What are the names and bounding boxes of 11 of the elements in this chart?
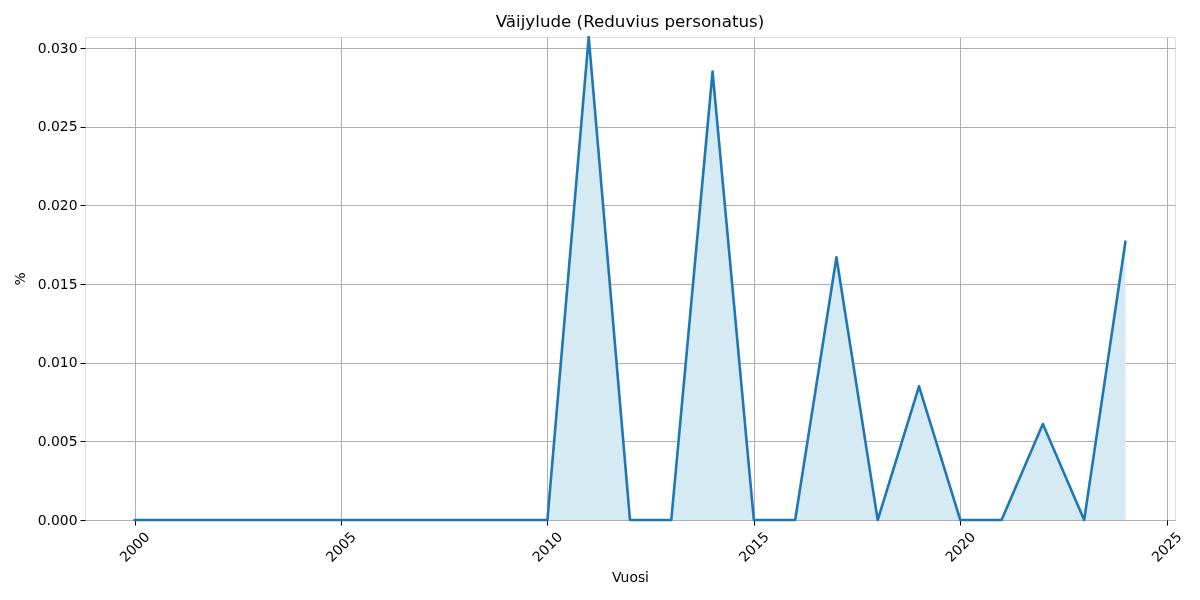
x-axis-title: Vuosi (612, 568, 649, 585)
y-tick-label: 0.020 (37, 196, 78, 213)
line-series (133, 35, 1127, 522)
y-tick-label: 0.030 (37, 39, 78, 56)
y-tick-label: 0.000 (37, 511, 78, 528)
y-tick-label: 0.025 (37, 118, 78, 135)
y-tick-label: 0.005 (37, 432, 78, 449)
chart-title: Väijylude (Reduvius personatus) (495, 11, 765, 31)
y-axis-title: % (11, 272, 28, 286)
y-tick-label: 0.015 (37, 275, 78, 292)
y-tick-label: 0.010 (37, 354, 78, 371)
